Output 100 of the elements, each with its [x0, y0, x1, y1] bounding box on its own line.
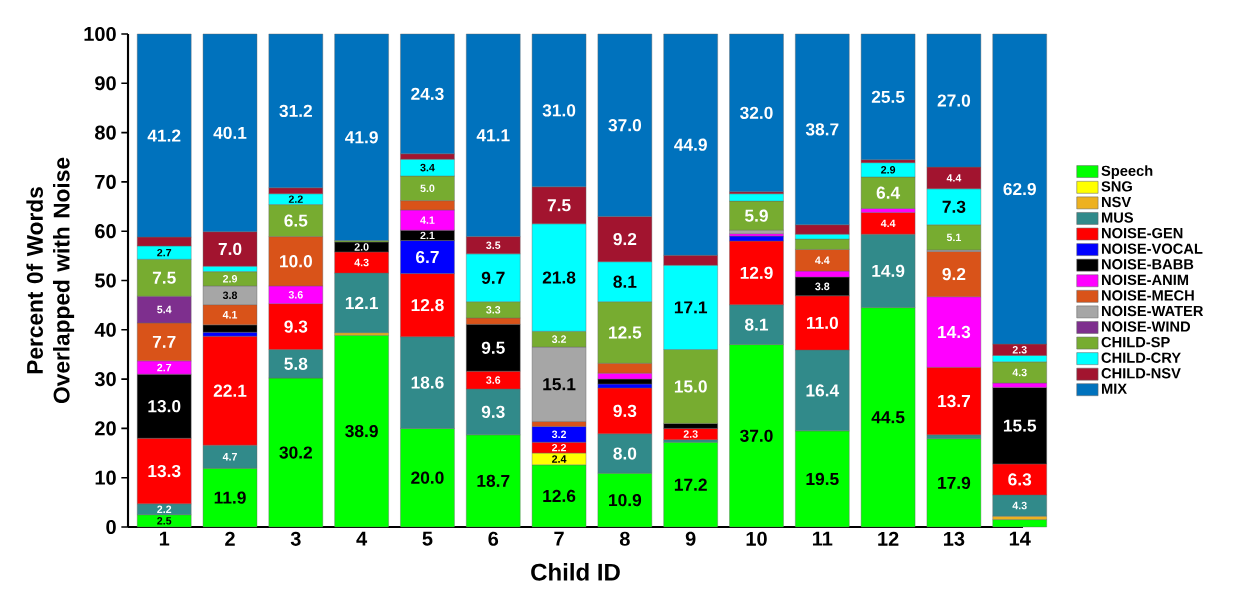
data-label: 11.9	[214, 491, 246, 504]
data-label: 6.5	[284, 214, 308, 227]
data-label: 15.5	[1003, 419, 1037, 432]
data-label: 5.4	[157, 305, 172, 314]
data-label: 7.3	[942, 200, 966, 213]
data-label: 2.4	[552, 455, 567, 463]
x-tick-label: 3	[290, 531, 301, 546]
data-label: 3.8	[222, 291, 238, 300]
data-label: 44.9	[674, 138, 707, 151]
data-label: 38.9	[345, 424, 378, 438]
data-label: 15.1	[543, 378, 576, 391]
data-label: 37.0	[608, 119, 642, 132]
data-label: 15.0	[674, 380, 707, 393]
data-label: 20.0	[411, 471, 444, 484]
x-tick-label: 5	[422, 531, 433, 546]
data-label: 6.4	[876, 186, 901, 199]
data-label: 5.9	[744, 209, 768, 222]
data-label: 4.7	[222, 453, 237, 461]
data-label: 3.5	[486, 241, 501, 250]
data-label: 9.3	[613, 404, 637, 418]
x-tick-label: 4	[356, 531, 368, 546]
data-label: 7.7	[152, 335, 176, 348]
data-label: 13.0	[148, 400, 181, 413]
data-label: 12.9	[740, 266, 773, 279]
y-tick-label: 60	[95, 224, 116, 239]
legend-label: CHILD-SP	[1101, 336, 1170, 348]
data-label: 2.7	[157, 363, 172, 372]
legend-label: MIX	[1102, 383, 1127, 394]
data-label: 5.1	[946, 233, 962, 242]
data-label: 12.5	[609, 326, 642, 339]
y-tick-label: 0	[106, 519, 116, 535]
data-label: 4.3	[1012, 368, 1027, 377]
x-tick-label: 1	[159, 531, 170, 546]
y-tick-label: 40	[94, 322, 116, 337]
legend-label: NOISE-GEN	[1102, 227, 1183, 239]
data-label: 44.5	[871, 411, 905, 424]
data-label: 14.9	[872, 264, 905, 278]
legend-label: NOISE-ANIM	[1102, 274, 1189, 286]
y-tick-label: 80	[95, 125, 116, 140]
data-label: 12.8	[411, 299, 444, 312]
x-tick-label: 8	[619, 531, 630, 546]
data-label: 2.9	[222, 274, 238, 283]
legend-label: CHILD-NSV	[1101, 368, 1181, 379]
data-label: 27.0	[937, 94, 971, 107]
data-label: 7.0	[218, 242, 242, 256]
data-label: 16.4	[806, 384, 840, 397]
data-label: 18.7	[477, 474, 510, 488]
data-label: 3.6	[486, 376, 501, 384]
legend-label: Speech	[1101, 165, 1153, 179]
y-axis-title: Percent 0f Words Overlapped with Noise	[26, 157, 75, 403]
data-label: 25.5	[871, 90, 905, 103]
y-tick-label: 50	[95, 273, 116, 288]
data-label: 8.0	[613, 447, 637, 460]
y-tick-label: 70	[95, 174, 116, 189]
data-label: 19.5	[806, 472, 839, 486]
data-label: 2.9	[881, 166, 896, 174]
data-label: 21.8	[542, 271, 576, 284]
data-label: 2.2	[157, 505, 172, 513]
data-label: 22.1	[213, 384, 247, 397]
data-label: 38.7	[805, 123, 839, 136]
legend-label: NOISE-VOCAL	[1102, 243, 1203, 254]
data-label: 40.1	[213, 126, 247, 139]
data-label: 2.3	[1012, 345, 1027, 354]
data-label: 41.1	[476, 129, 510, 142]
data-label: 14.3	[938, 325, 971, 339]
data-label: 10.0	[280, 255, 312, 268]
data-label: 4.4	[946, 174, 962, 182]
legend-label: NSV	[1102, 196, 1132, 208]
data-label: 9.3	[284, 320, 308, 333]
x-tick-label: 14	[1009, 531, 1031, 546]
data-label: 8.1	[744, 318, 769, 331]
data-label: 4.4	[880, 219, 896, 227]
y-tick-label: 100	[84, 26, 116, 42]
data-label: 31.2	[279, 104, 312, 118]
y-tick-label: 10	[95, 470, 116, 485]
data-label: 13.7	[938, 394, 971, 408]
data-label: 2.0	[354, 243, 369, 251]
data-label: 5.0	[420, 184, 435, 193]
legend-label: CHILD-CRY	[1101, 352, 1181, 363]
data-label: 3.6	[288, 291, 303, 299]
data-label: 12.1	[345, 296, 379, 309]
legend-label: SNG	[1101, 181, 1132, 192]
x-axis-title: Child ID	[531, 563, 620, 581]
x-tick-label: 13	[944, 531, 965, 546]
legend-label: MUS	[1102, 212, 1134, 223]
data-label: 9.2	[942, 267, 966, 281]
y-tick-label: 20	[95, 421, 116, 436]
x-tick-label: 12	[878, 531, 899, 546]
data-label: 4.1	[420, 216, 435, 224]
data-label: 2.3	[683, 430, 698, 438]
data-label: 3.8	[815, 282, 830, 291]
data-label: 7.5	[547, 199, 571, 212]
data-label: 3.4	[420, 163, 435, 172]
data-label: 9.7	[481, 271, 505, 284]
data-label: 2.1	[420, 231, 435, 240]
data-label: 32.0	[740, 106, 773, 120]
data-label: 3.3	[486, 306, 501, 314]
data-label: 3.2	[551, 430, 567, 439]
data-label: 7.5	[152, 271, 176, 284]
data-label: 4.3	[1012, 501, 1027, 510]
